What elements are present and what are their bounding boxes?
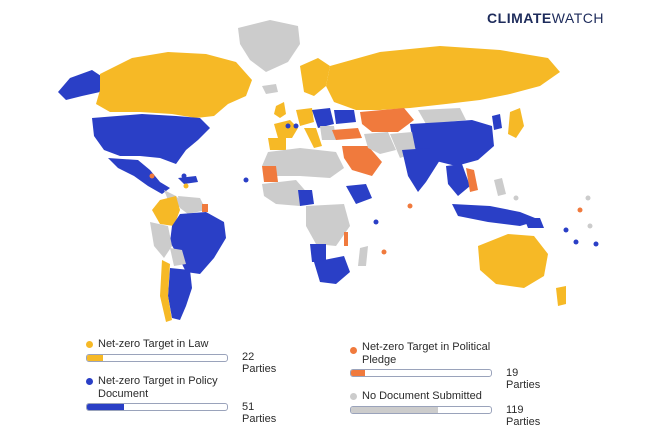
country-north-africa[interactable]	[262, 148, 344, 178]
country-chile[interactable]	[160, 260, 172, 322]
legend-progress-fill	[351, 407, 438, 413]
climatewatch-logo: CLIMATEWATCH	[487, 10, 604, 26]
legend-progress-bar	[350, 406, 492, 414]
country-scandinavia[interactable]	[300, 58, 330, 96]
island-marker[interactable]	[593, 241, 599, 247]
country-south-africa[interactable]	[314, 256, 350, 284]
country-ethiopia-somalia[interactable]	[346, 184, 372, 204]
island-marker[interactable]	[373, 219, 379, 225]
island-marker[interactable]	[573, 239, 579, 245]
legend-progress-bar	[350, 369, 492, 377]
island-marker[interactable]	[149, 173, 155, 179]
country-italy[interactable]	[304, 128, 322, 148]
legend-dot-icon	[350, 347, 357, 354]
country-venezuela[interactable]	[178, 196, 206, 214]
country-france[interactable]	[274, 120, 298, 138]
island-marker[interactable]	[183, 183, 189, 189]
country-papua-new-guinea[interactable]	[524, 218, 544, 228]
legend-label: Net-zero Target in Political Pledge	[362, 341, 491, 366]
legend-label: Net-zero Target in Policy Document	[98, 375, 218, 400]
country-germany[interactable]	[296, 108, 314, 126]
legend-progress-fill	[351, 370, 365, 376]
country-iran[interactable]	[364, 132, 396, 154]
legend-progress-fill	[87, 404, 125, 410]
country-uk[interactable]	[274, 102, 286, 118]
country-colombia[interactable]	[152, 196, 180, 226]
legend-count: 22 Parties	[242, 351, 277, 375]
legend-label: No Document Submitted	[362, 390, 482, 402]
country-alaska[interactable]	[58, 70, 104, 100]
country-korea-japan[interactable]	[492, 114, 502, 130]
country-vietnam[interactable]	[466, 168, 478, 192]
country-greenland[interactable]	[238, 20, 300, 72]
legend-count: 51 Parties	[242, 401, 277, 425]
country-bolivia[interactable]	[170, 248, 186, 266]
country-australia[interactable]	[478, 234, 548, 288]
country-central-europe[interactable]	[312, 108, 334, 128]
country-usa[interactable]	[92, 114, 210, 164]
country-ukraine[interactable]	[334, 110, 356, 124]
island-marker[interactable]	[587, 223, 593, 229]
country-canada[interactable]	[96, 52, 252, 118]
country-central-africa[interactable]	[306, 204, 350, 246]
country-mexico[interactable]	[108, 158, 170, 194]
island-marker[interactable]	[563, 227, 569, 233]
country-mauritania[interactable]	[262, 166, 278, 182]
country-peru[interactable]	[150, 222, 172, 258]
country-russia[interactable]	[326, 46, 560, 110]
country-madagascar[interactable]	[358, 246, 368, 266]
country-saudi-arabia[interactable]	[342, 146, 382, 176]
country-philippines[interactable]	[494, 178, 506, 196]
country-india[interactable]	[402, 148, 440, 192]
country-indonesia[interactable]	[452, 204, 540, 226]
legend-label: Net-zero Target in Law	[98, 338, 209, 350]
legend-count: 119 Parties	[506, 404, 541, 428]
country-caribbean[interactable]	[178, 176, 198, 184]
legend-dot-icon	[86, 378, 93, 385]
island-marker[interactable]	[381, 249, 387, 255]
country-malawi[interactable]	[344, 232, 348, 246]
legend-progress-bar	[86, 403, 228, 411]
country-nigeria[interactable]	[298, 190, 314, 206]
legend-progress-fill	[87, 355, 104, 361]
country-turkey[interactable]	[332, 128, 362, 140]
island-marker[interactable]	[577, 207, 583, 213]
country-suriname[interactable]	[202, 204, 208, 212]
country-new-zealand[interactable]	[556, 286, 566, 306]
legend-dot-icon	[86, 341, 93, 348]
legend-progress-bar	[86, 354, 228, 362]
country-argentina[interactable]	[168, 268, 192, 320]
island-marker[interactable]	[243, 177, 249, 183]
legend-count: 19 Parties	[506, 367, 541, 391]
world-map[interactable]	[0, 0, 650, 330]
country-mongolia[interactable]	[418, 108, 466, 124]
country-southeast-asia[interactable]	[446, 164, 470, 196]
country-west-africa[interactable]	[262, 180, 310, 206]
island-marker[interactable]	[407, 203, 413, 209]
island-marker[interactable]	[181, 173, 187, 179]
island-marker[interactable]	[513, 195, 519, 201]
country-iceland[interactable]	[262, 84, 278, 94]
island-marker[interactable]	[293, 123, 299, 129]
island-marker[interactable]	[285, 123, 291, 129]
country-angola-namibia[interactable]	[310, 244, 326, 262]
country-kazakhstan[interactable]	[360, 108, 414, 132]
country-japan[interactable]	[508, 108, 524, 138]
island-marker[interactable]	[585, 195, 591, 201]
country-spain[interactable]	[268, 138, 286, 150]
legend-dot-icon	[350, 393, 357, 400]
country-balkans[interactable]	[320, 126, 336, 140]
